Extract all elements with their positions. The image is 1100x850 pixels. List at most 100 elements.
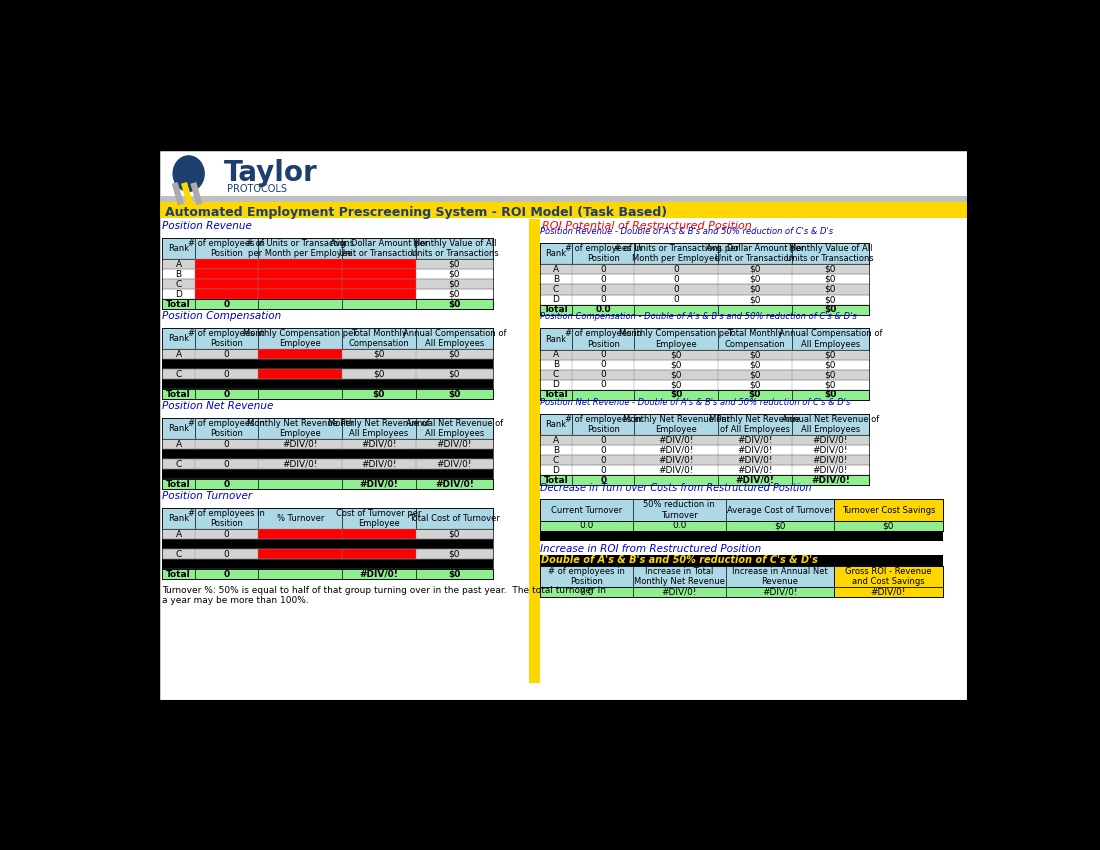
Text: C: C: [553, 371, 559, 379]
Bar: [163, 327, 493, 349]
Text: 0: 0: [673, 265, 679, 274]
Text: 0: 0: [223, 389, 230, 399]
Text: Monthly Net Revenue
of All Employees: Monthly Net Revenue of All Employees: [710, 415, 800, 434]
Bar: [258, 549, 342, 559]
Bar: [540, 521, 943, 531]
Bar: [540, 275, 869, 285]
Text: 0: 0: [601, 360, 606, 370]
Text: #DIV/0!: #DIV/0!: [437, 460, 472, 469]
Text: 0: 0: [673, 285, 679, 294]
Bar: [163, 507, 493, 530]
Text: PROTOCOLS: PROTOCOLS: [228, 184, 287, 194]
Text: $0: $0: [824, 305, 836, 314]
Text: # of Units or Transactions per
Month per Employee: # of Units or Transactions per Month per…: [614, 244, 738, 264]
Text: 0: 0: [673, 295, 679, 304]
Bar: [163, 479, 493, 490]
Bar: [540, 285, 869, 294]
Bar: [163, 369, 493, 379]
Text: C: C: [176, 460, 182, 469]
Text: % Turnover: % Turnover: [276, 514, 323, 523]
Text: Turnover %: 50% is equal to half of that group turning over in the past year.  T: Turnover %: 50% is equal to half of that…: [163, 586, 606, 605]
Bar: [540, 456, 869, 466]
Text: B: B: [553, 446, 559, 455]
Text: # of employees in
Position: # of employees in Position: [548, 567, 625, 586]
Text: 0: 0: [223, 349, 230, 359]
Bar: [540, 294, 869, 304]
Text: #DIV/0!: #DIV/0!: [735, 476, 774, 485]
Text: $0: $0: [449, 349, 460, 359]
Text: $0: $0: [749, 295, 760, 304]
Bar: [540, 466, 869, 475]
Text: $0: $0: [825, 381, 836, 389]
Text: C: C: [176, 550, 182, 559]
Text: 0: 0: [601, 295, 606, 304]
Text: 0: 0: [601, 350, 606, 360]
Text: 0: 0: [601, 381, 606, 389]
Text: $0: $0: [449, 290, 460, 298]
Text: $0: $0: [824, 390, 836, 400]
FancyArrow shape: [190, 182, 202, 205]
Text: $0: $0: [749, 371, 760, 379]
Bar: [540, 565, 943, 587]
Text: $0: $0: [449, 389, 461, 399]
Text: #DIV/0!: #DIV/0!: [659, 436, 694, 445]
Text: #DIV/0!: #DIV/0!: [811, 476, 850, 485]
Text: #DIV/0!: #DIV/0!: [360, 570, 398, 579]
Text: $0: $0: [373, 349, 385, 359]
Text: D: D: [552, 381, 560, 389]
Text: # of employees in
Position: # of employees in Position: [564, 330, 641, 348]
Text: 0: 0: [223, 479, 230, 489]
Bar: [163, 459, 493, 469]
Text: $0: $0: [749, 265, 760, 274]
Bar: [540, 587, 943, 597]
Text: 0: 0: [223, 530, 230, 539]
Bar: [540, 350, 869, 360]
Text: # of employees in
Position: # of employees in Position: [188, 509, 265, 528]
Text: $0: $0: [749, 390, 761, 400]
Bar: [163, 389, 493, 400]
Text: 0: 0: [223, 550, 230, 559]
Bar: [195, 269, 258, 279]
Text: Rank: Rank: [168, 424, 189, 433]
Text: Total: Total: [166, 570, 191, 579]
Bar: [163, 349, 493, 360]
Text: Position Net Revenue: Position Net Revenue: [163, 401, 274, 411]
Bar: [258, 530, 342, 540]
Text: 0: 0: [223, 460, 230, 469]
Text: #DIV/0!: #DIV/0!: [871, 587, 906, 597]
Bar: [540, 531, 943, 541]
Text: 0.0: 0.0: [579, 587, 593, 597]
Bar: [163, 237, 493, 259]
Bar: [195, 279, 258, 289]
Text: Average Cost of Turnover: Average Cost of Turnover: [727, 506, 833, 514]
Text: Current Turnover: Current Turnover: [551, 506, 622, 514]
Text: Total Monthly
Compensation: Total Monthly Compensation: [725, 330, 785, 348]
Text: 0.0: 0.0: [579, 521, 593, 530]
Bar: [258, 279, 342, 289]
Text: $0: $0: [825, 371, 836, 379]
Bar: [834, 565, 943, 587]
Text: 0: 0: [601, 285, 606, 294]
Text: $0: $0: [749, 360, 760, 370]
Text: Monthly Compensation per
Employee: Monthly Compensation per Employee: [619, 330, 733, 348]
Bar: [834, 499, 943, 521]
Bar: [160, 202, 968, 218]
Text: #DIV/0!: #DIV/0!: [361, 460, 397, 469]
Text: $0: $0: [373, 370, 385, 379]
Text: #DIV/0!: #DIV/0!: [737, 436, 772, 445]
Bar: [540, 370, 869, 380]
Text: #DIV/0!: #DIV/0!: [737, 446, 772, 455]
Text: # of employees in
Position: # of employees in Position: [564, 415, 641, 434]
Text: Position Compensation - Double of A's & B's and 50% reduction of C's & D's: Position Compensation - Double of A's & …: [540, 312, 857, 321]
Text: #DIV/0!: #DIV/0!: [813, 466, 848, 475]
Bar: [540, 380, 869, 390]
Bar: [342, 259, 416, 269]
Bar: [258, 349, 342, 360]
Bar: [342, 279, 416, 289]
Text: Automated Employment Prescreening System - ROI Model (Task Based): Automated Employment Prescreening System…: [165, 206, 668, 218]
Text: $0: $0: [670, 381, 682, 389]
Bar: [258, 369, 342, 379]
Bar: [163, 360, 493, 369]
Bar: [163, 417, 493, 439]
Text: #DIV/0!: #DIV/0!: [813, 456, 848, 465]
